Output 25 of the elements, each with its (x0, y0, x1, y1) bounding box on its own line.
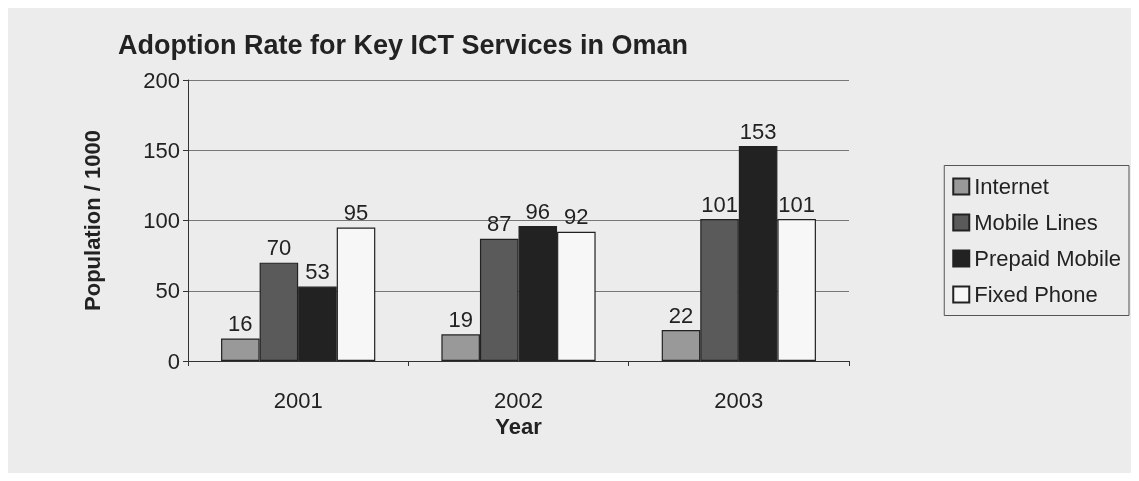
legend-label: Fixed Phone (974, 282, 1098, 307)
data-label: 96 (525, 198, 551, 224)
y-tick-label: 150 (143, 137, 180, 163)
data-label: 101 (778, 191, 816, 217)
data-label: 22 (668, 302, 694, 328)
legend-label: Mobile Lines (974, 210, 1098, 235)
y-axis-title: Population / 1000 (79, 130, 105, 311)
y-tick-label: 100 (143, 208, 180, 233)
y-tick-label: 50 (155, 278, 180, 304)
data-label: 16 (228, 311, 253, 337)
y-tick-label: 200 (143, 67, 180, 93)
y-tick-label: 0 (167, 348, 180, 374)
x-tick-label: 2001 (273, 387, 323, 413)
data-label: 53 (305, 259, 330, 285)
data-label: 19 (448, 306, 473, 332)
chart-title: Adoption Rate for Key ICT Services in Oman (117, 29, 689, 60)
data-label: 70 (266, 235, 292, 261)
x-tick-label: 2003 (714, 387, 764, 413)
legend-label: Internet (974, 174, 1049, 199)
data-label: 95 (343, 200, 369, 226)
x-tick-label: 2002 (494, 387, 543, 413)
data-label: 153 (739, 118, 777, 144)
legend-label: Prepaid Mobile (974, 246, 1121, 271)
data-label: 101 (701, 191, 738, 217)
x-axis-title: Year (495, 414, 543, 440)
